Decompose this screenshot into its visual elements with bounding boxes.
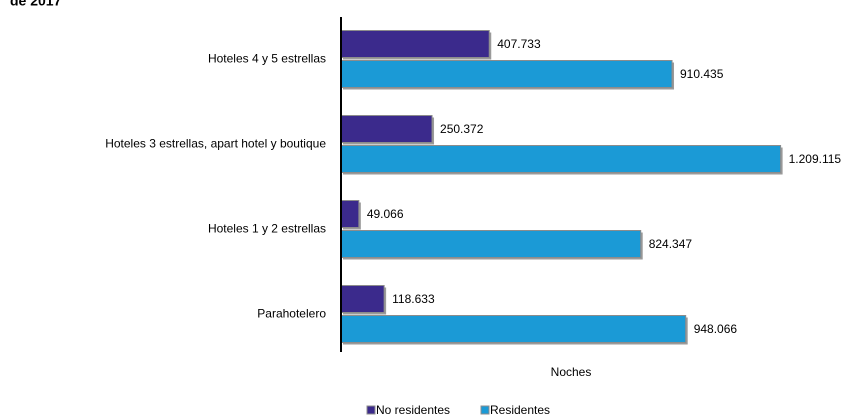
value-label: 910.435	[680, 67, 724, 81]
value-label: 250.372	[440, 122, 484, 136]
value-label: 49.066	[367, 207, 404, 221]
legend-marker	[480, 405, 490, 415]
bar	[340, 145, 782, 173]
category-label: Hoteles 4 y 5 estrellas	[208, 52, 326, 66]
legend-label: No residentes	[376, 403, 450, 417]
value-label: 118.633	[392, 292, 435, 306]
bar	[340, 200, 360, 228]
category-label: Hoteles 1 y 2 estrellas	[208, 222, 326, 236]
chart-title: de 2017	[10, 0, 62, 9]
legend-marker	[366, 405, 376, 415]
value-label: 407.733	[497, 37, 541, 51]
bar	[340, 285, 385, 313]
category-label: Parahotelero	[257, 307, 326, 321]
value-label: 1.209.115	[789, 152, 842, 166]
bar	[340, 30, 490, 58]
category-label: Hoteles 3 estrellas, apart hotel y bouti…	[105, 137, 326, 151]
bar	[340, 230, 642, 258]
legend-label: Residentes	[490, 403, 550, 417]
bar	[340, 115, 433, 143]
x-axis-label: Noches	[551, 365, 592, 379]
value-label: 824.347	[649, 237, 693, 251]
bar	[340, 315, 687, 343]
value-label: 948.066	[694, 322, 738, 336]
bar	[340, 60, 673, 88]
